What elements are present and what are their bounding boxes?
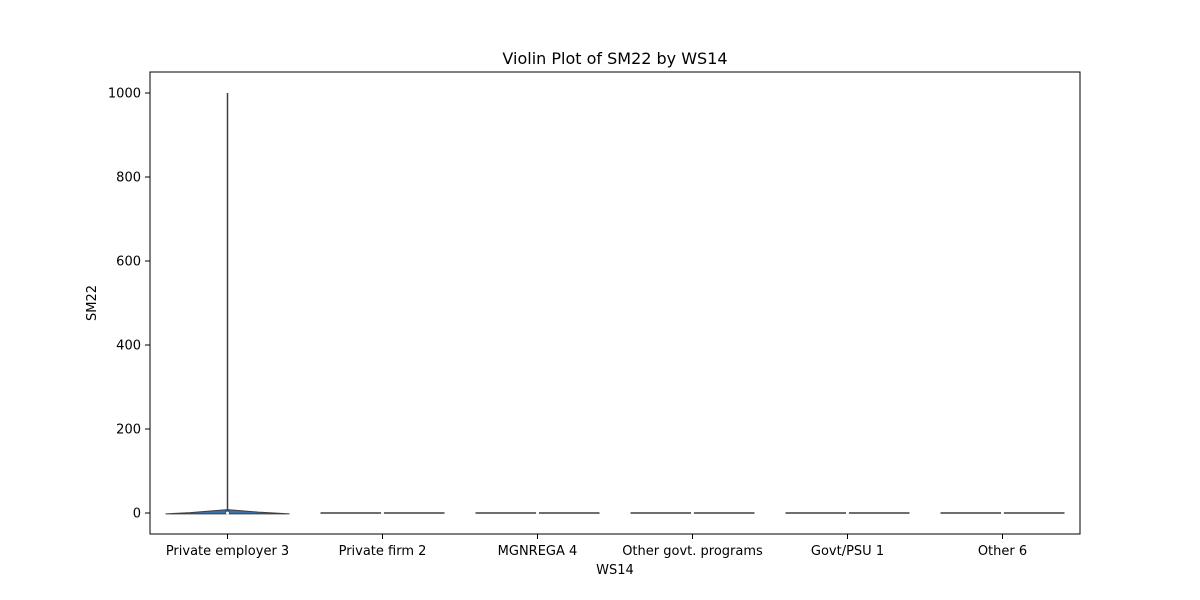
- y-tick-label: 800: [116, 171, 141, 186]
- violin-5: [940, 511, 1065, 515]
- violin-median: [536, 511, 539, 515]
- x-tick-label: Other 6: [978, 544, 1027, 559]
- y-tick-label: 400: [116, 339, 141, 354]
- violin-0: [165, 93, 290, 515]
- violin-median: [691, 511, 694, 515]
- violin-2: [475, 511, 600, 515]
- violin-median: [1001, 511, 1004, 515]
- axes-frame: [149, 71, 1081, 535]
- y-tick-label: 600: [116, 255, 141, 270]
- x-axis-label: WS14: [596, 563, 634, 578]
- violin-1: [320, 511, 445, 515]
- y-axis: 0 200 400 600 800 1000: [108, 87, 150, 522]
- y-tick-label: 200: [116, 423, 141, 438]
- x-tick-label: Private employer 3: [166, 544, 289, 559]
- violin-median: [846, 511, 849, 515]
- x-tick-label: Govt/PSU 1: [811, 544, 884, 559]
- violin-4: [785, 511, 910, 515]
- violin-3: [630, 511, 755, 515]
- plot-area: [165, 93, 1065, 515]
- x-tick-label: Other govt. programs: [622, 544, 763, 559]
- y-tick-label: 1000: [108, 87, 141, 102]
- y-axis-label: SM22: [85, 285, 100, 321]
- chart-title: Violin Plot of SM22 by WS14: [502, 49, 727, 68]
- x-tick-label: Private firm 2: [339, 544, 427, 559]
- x-axis: Private employer 3 Private firm 2 MGNREGA …: [166, 534, 1027, 559]
- x-tick-label: MGNREGA 4: [498, 544, 578, 559]
- violin-median: [381, 511, 384, 515]
- violin-median: [226, 511, 229, 515]
- y-tick-label: 0: [133, 507, 141, 522]
